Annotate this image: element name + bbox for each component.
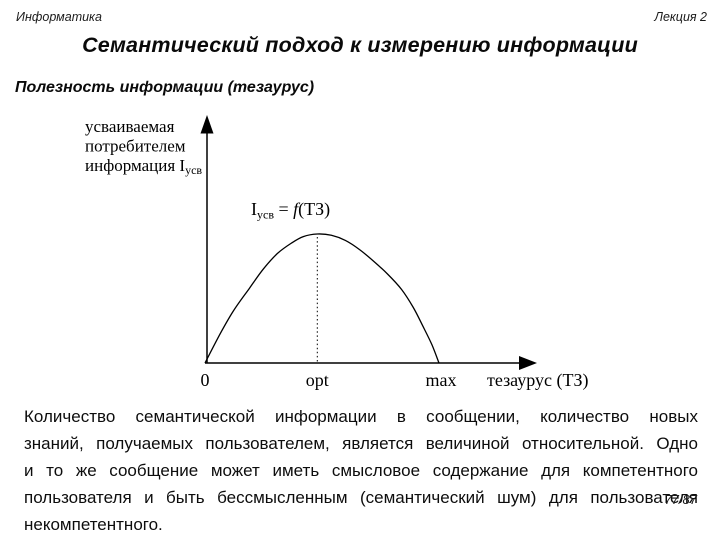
x-axis-arrow-icon xyxy=(519,356,537,370)
body-line: и то же сообщение может иметь смысловое … xyxy=(24,461,698,480)
body-line: некомпетентного. xyxy=(24,515,163,534)
page-title: Семантический подход к измерению информа… xyxy=(82,33,638,57)
y-axis-arrow-icon xyxy=(200,115,214,134)
header-row: Информатика Лекция 2 xyxy=(16,10,707,24)
body-line: Количество семантической информации в со… xyxy=(24,407,698,426)
y-axis-label-line1: усваиваемая xyxy=(85,117,175,136)
course-label: Информатика xyxy=(16,10,102,24)
x-axis-title: тезаурус (ТЗ) xyxy=(487,370,589,391)
page-subtitle: Полезность информации (тезаурус) xyxy=(15,79,315,96)
page-number: 77/87 xyxy=(664,492,697,507)
y-axis-label-line3: информация Iусв xyxy=(85,156,202,177)
lecture-label: Лекция 2 xyxy=(654,10,707,24)
curve xyxy=(204,233,440,364)
body-line: пользователя и быть бессмысленным (семан… xyxy=(24,488,698,507)
y-axis-label-line2: потребителем xyxy=(85,137,186,156)
body-paragraph: Количество семантической информации в со… xyxy=(24,403,698,538)
body-line: знаний, получаемых пользователем, являет… xyxy=(24,434,698,453)
y-axis xyxy=(200,115,214,363)
x-axis xyxy=(205,356,537,370)
x-tick-opt: opt xyxy=(306,370,329,390)
x-tick-zero: 0 xyxy=(201,370,210,390)
curve-formula: Iусв = f(ТЗ) xyxy=(251,199,330,222)
x-tick-max: max xyxy=(426,370,457,390)
